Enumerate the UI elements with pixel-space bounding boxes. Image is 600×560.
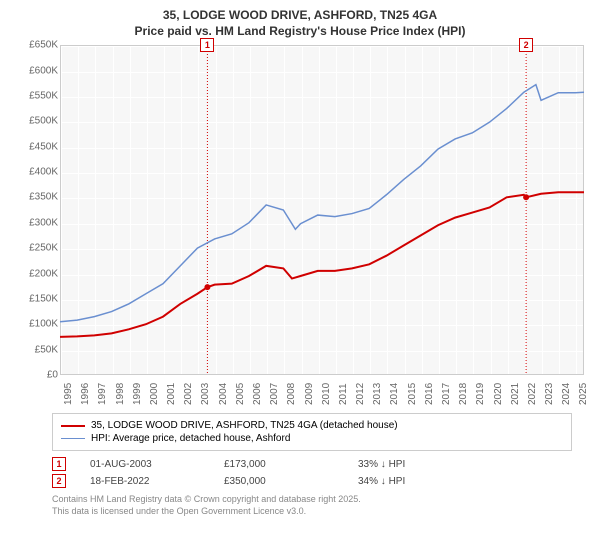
legend-swatch bbox=[61, 438, 85, 439]
legend-label: HPI: Average price, detached house, Ashf… bbox=[91, 433, 290, 444]
footer-line1: Contains HM Land Registry data © Crown c… bbox=[52, 494, 588, 506]
annotation-date: 18-FEB-2022 bbox=[90, 476, 200, 487]
legend-label: 35, LODGE WOOD DRIVE, ASHFORD, TN25 4GA … bbox=[91, 420, 398, 431]
marker-label: 1 bbox=[200, 38, 214, 52]
annotation-delta: 34% ↓ HPI bbox=[358, 476, 468, 487]
marker-label: 2 bbox=[519, 38, 533, 52]
legend-swatch bbox=[61, 425, 85, 427]
y-axis-tick: £400K bbox=[18, 167, 58, 178]
y-axis-tick: £350K bbox=[18, 192, 58, 203]
y-axis-tick: £200K bbox=[18, 268, 58, 279]
y-axis-tick: £300K bbox=[18, 217, 58, 228]
annotation-marker: 2 bbox=[52, 474, 66, 488]
series-property bbox=[60, 192, 584, 337]
legend-item: 35, LODGE WOOD DRIVE, ASHFORD, TN25 4GA … bbox=[61, 420, 563, 431]
annotation-row: 2 18-FEB-2022 £350,000 34% ↓ HPI bbox=[52, 474, 588, 488]
title-line1: 35, LODGE WOOD DRIVE, ASHFORD, TN25 4GA bbox=[12, 8, 588, 24]
annotation-date: 01-AUG-2003 bbox=[90, 459, 200, 470]
title-line2: Price paid vs. HM Land Registry's House … bbox=[12, 24, 588, 40]
y-axis-tick: £600K bbox=[18, 65, 58, 76]
y-axis-tick: £550K bbox=[18, 90, 58, 101]
annotation-price: £350,000 bbox=[224, 476, 334, 487]
annotation-table: 1 01-AUG-2003 £173,000 33% ↓ HPI 2 18-FEB-202… bbox=[52, 457, 588, 488]
chart-container: 35, LODGE WOOD DRIVE, ASHFORD, TN25 4GA … bbox=[0, 0, 600, 560]
annotation-row: 1 01-AUG-2003 £173,000 33% ↓ HPI bbox=[52, 457, 588, 471]
y-axis-tick: £150K bbox=[18, 294, 58, 305]
y-axis-tick: £250K bbox=[18, 243, 58, 254]
chart-lines bbox=[60, 45, 584, 375]
y-axis-tick: £450K bbox=[18, 141, 58, 152]
legend-item: HPI: Average price, detached house, Ashf… bbox=[61, 433, 563, 444]
chart-title: 35, LODGE WOOD DRIVE, ASHFORD, TN25 4GA … bbox=[12, 8, 588, 39]
y-axis-tick: £50K bbox=[18, 344, 58, 355]
legend: 35, LODGE WOOD DRIVE, ASHFORD, TN25 4GA … bbox=[52, 413, 572, 451]
annotation-price: £173,000 bbox=[224, 459, 334, 470]
y-axis-tick: £100K bbox=[18, 319, 58, 330]
annotation-delta: 33% ↓ HPI bbox=[358, 459, 468, 470]
annotation-marker: 1 bbox=[52, 457, 66, 471]
footer-attribution: Contains HM Land Registry data © Crown c… bbox=[52, 494, 588, 517]
y-axis-tick: £0 bbox=[18, 370, 58, 381]
series-hpi bbox=[60, 85, 584, 322]
footer-line2: This data is licensed under the Open Gov… bbox=[52, 506, 588, 518]
y-axis-tick: £650K bbox=[18, 40, 58, 51]
chart-area: £0 £50K £100K £150K £200K £250K £300K £350K £400… bbox=[18, 45, 588, 405]
y-axis-tick: £500K bbox=[18, 116, 58, 127]
